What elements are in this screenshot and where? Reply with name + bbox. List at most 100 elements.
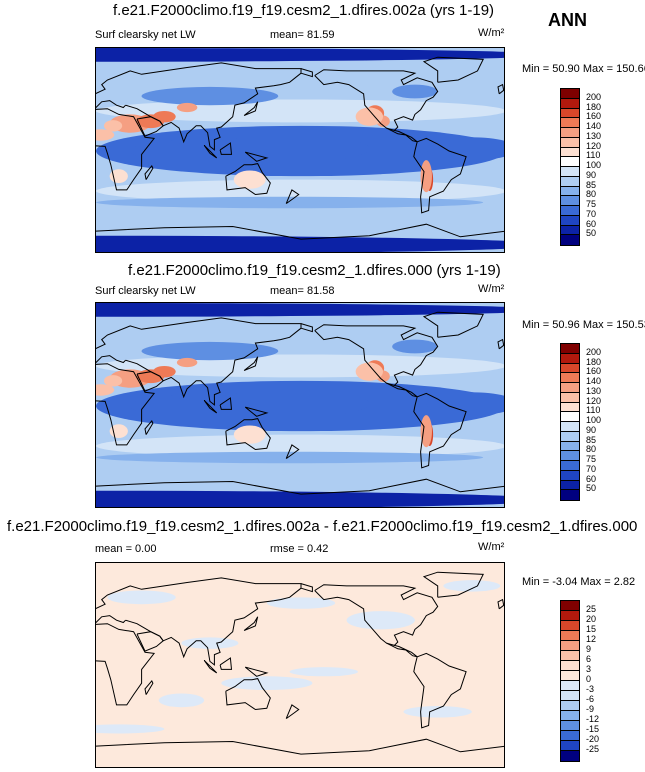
coastline [300, 68, 313, 78]
colorbar-tick-label: -3 [586, 684, 595, 694]
coastline [243, 356, 259, 371]
units-label: W/m² [478, 283, 505, 295]
map-plot [95, 302, 505, 508]
coastline [300, 583, 313, 593]
colorbar-swatch [561, 711, 579, 721]
map-svg [96, 48, 504, 252]
field-contour [96, 434, 504, 458]
colorbar-swatch [561, 225, 579, 236]
colorbar-tick-label: 200 [586, 346, 602, 357]
map-plot [95, 562, 505, 768]
colorbar-swatch [561, 451, 579, 461]
field-contour [96, 196, 484, 209]
coastline [285, 704, 300, 720]
colorbar-tick-label: 200 [586, 91, 602, 102]
coastline [497, 83, 504, 95]
colorbar-tick-label: 130 [586, 385, 602, 396]
units-label: W/m² [478, 27, 505, 39]
map-svg [96, 303, 504, 507]
colorbar-tick-label: 15 [586, 624, 597, 634]
coastline [243, 616, 259, 631]
coastline [203, 144, 218, 159]
colorbar-swatch [561, 731, 579, 741]
field-contour [152, 110, 176, 123]
colorbar-tick-label: 110 [586, 150, 601, 161]
colorbar-swatch [561, 741, 579, 751]
colorbar-swatch [561, 412, 579, 422]
field-contour [96, 129, 115, 141]
field-contour [141, 86, 279, 106]
coastline [96, 738, 504, 755]
coastline [285, 189, 300, 205]
coastline [96, 62, 302, 151]
coastline [219, 142, 233, 155]
colorbar-swatch [561, 118, 579, 128]
field-contour [289, 667, 358, 677]
colorbar-tick-label: 3 [586, 664, 592, 674]
colorbar-tick-label: -12 [586, 714, 600, 724]
colorbar-swatch [561, 98, 579, 109]
coastline [497, 338, 504, 350]
colorbar-swatch [561, 441, 579, 452]
coastline [96, 363, 156, 446]
field-contour [346, 611, 415, 630]
colorbar [560, 600, 580, 762]
coastline [314, 584, 439, 646]
season-label: ANN [548, 10, 587, 30]
coastline [219, 397, 233, 410]
minmax-label: Min = 50.96 Max = 150.53 [522, 319, 645, 331]
coastline [386, 642, 418, 658]
colorbar-swatch [561, 601, 579, 611]
field-contour [209, 134, 370, 163]
field-contour [426, 392, 504, 416]
coastline [386, 382, 418, 398]
colorbar-tick-label: 80 [586, 189, 597, 200]
field-contour [426, 137, 504, 161]
colorbar-tick-label: 6 [586, 654, 592, 664]
field-contour [176, 102, 198, 113]
colorbar-tick-label: 160 [586, 111, 602, 122]
field-contour [96, 99, 504, 123]
map-svg [96, 563, 504, 767]
colorbar-tick-label: 80 [586, 444, 597, 455]
mean-label: mean= 81.59 [270, 29, 335, 41]
panel-title: f.e21.F2000climo.f19_f19.cesm2_1.dfires.… [7, 518, 638, 535]
colorbar-tick-label: 25 [586, 604, 597, 614]
coastline [136, 371, 164, 392]
colorbar-tick-label: 75 [586, 199, 597, 209]
field-contour [96, 303, 504, 317]
colorbar-tick-label: 85 [586, 434, 597, 445]
field-contour [355, 107, 384, 126]
rmse-label: rmse = 0.42 [270, 543, 329, 555]
colorbar-tick-label: 70 [586, 208, 597, 219]
colorbar-swatch [561, 383, 579, 393]
colorbar [560, 343, 580, 501]
colorbar-tick-label: 130 [586, 130, 602, 141]
colorbar-tick-label: 70 [586, 463, 597, 474]
colorbar-swatch [561, 621, 579, 631]
colorbar-swatch [561, 363, 579, 374]
colorbar-tick-label: -15 [586, 724, 600, 734]
colorbar-tick-label: 100 [586, 415, 602, 425]
coastline [96, 577, 302, 666]
mean-label: mean = 0.00 [95, 543, 157, 555]
colorbar-swatch [561, 651, 579, 661]
coastline [422, 571, 484, 598]
coastline [96, 108, 156, 191]
colorbar-swatch [561, 392, 579, 403]
colorbar-tick-label: 75 [586, 454, 597, 464]
mean-label: mean= 81.58 [270, 285, 335, 297]
coastline [422, 56, 484, 83]
colorbar-tick-label: 100 [586, 160, 602, 170]
colorbar-tick-label: 0 [586, 674, 592, 684]
colorbar-tick-label: 50 [586, 228, 597, 239]
coastline [244, 666, 269, 677]
colorbar-swatch [561, 235, 579, 245]
coastline [225, 418, 271, 451]
coastline [300, 323, 313, 333]
coastline [225, 163, 271, 196]
colorbar-swatch [561, 373, 579, 383]
units-label: W/m² [478, 541, 505, 553]
colorbar-tick-label: 90 [586, 424, 597, 435]
coastline [96, 623, 156, 706]
